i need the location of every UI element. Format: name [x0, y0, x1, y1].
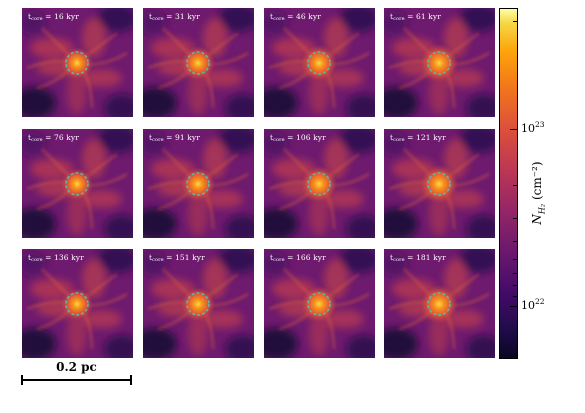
panel-time-label: tcore = 31 kyr [149, 12, 200, 22]
scale-bar-label: 0.2 pc [56, 360, 97, 374]
density-map-image [264, 249, 375, 358]
colorbar-minor-tick [513, 185, 517, 186]
density-map-image [264, 8, 375, 117]
panel-7: tcore = 106 kyr [264, 129, 375, 238]
panel-time-label: tcore = 121 kyr [390, 133, 446, 143]
colorbar-major-tick [510, 129, 517, 130]
scale-bar-end-right [130, 375, 132, 385]
panel-time-label: tcore = 61 kyr [390, 12, 441, 22]
density-map-image [22, 8, 133, 117]
density-map-image [22, 129, 133, 238]
panel-9: tcore = 136 kyr [22, 249, 133, 358]
panel-time-label: tcore = 106 kyr [270, 133, 326, 143]
panel-8: tcore = 121 kyr [384, 129, 495, 238]
panel-12: tcore = 181 kyr [384, 249, 495, 358]
panel-time-label: tcore = 76 kyr [28, 133, 79, 143]
colorbar-minor-tick [513, 296, 517, 297]
panel-time-label: tcore = 166 kyr [270, 253, 326, 263]
colorbar-title: NH₂ (cm⁻²) [530, 161, 547, 225]
density-map-image [384, 129, 495, 238]
panel-5: tcore = 76 kyr [22, 129, 133, 238]
density-map-image [143, 129, 254, 238]
density-map-image [384, 249, 495, 358]
scale-bar [22, 379, 131, 381]
panel-3: tcore = 46 kyr [264, 8, 375, 117]
density-map-image [143, 249, 254, 358]
panel-time-label: tcore = 16 kyr [28, 12, 79, 22]
panel-4: tcore = 61 kyr [384, 8, 495, 117]
colorbar-major-tick [510, 306, 517, 307]
density-map-image [264, 129, 375, 238]
panel-time-label: tcore = 136 kyr [28, 253, 84, 263]
panel-time-label: tcore = 46 kyr [270, 12, 321, 22]
panel-time-label: tcore = 181 kyr [390, 253, 446, 263]
panel-10: tcore = 151 kyr [143, 249, 254, 358]
panel-2: tcore = 31 kyr [143, 8, 254, 117]
colorbar-minor-tick [513, 273, 517, 274]
panel-6: tcore = 91 kyr [143, 129, 254, 238]
density-map-image [22, 249, 133, 358]
scale-bar-end-left [21, 375, 23, 385]
colorbar-minor-tick [513, 218, 517, 219]
colorbar-minor-tick [513, 21, 517, 22]
colorbar-tick-label: 1023 [521, 120, 545, 135]
colorbar [499, 8, 518, 359]
density-map-image [384, 8, 495, 117]
colorbar-tick-label: 1022 [521, 297, 545, 312]
panel-1: tcore = 16 kyr [22, 8, 133, 117]
panel-time-label: tcore = 91 kyr [149, 133, 200, 143]
colorbar-minor-tick [513, 241, 517, 242]
panel-11: tcore = 166 kyr [264, 249, 375, 358]
colorbar-minor-tick [513, 285, 517, 286]
density-map-image [143, 8, 254, 117]
colorbar-minor-tick [513, 259, 517, 260]
panel-time-label: tcore = 151 kyr [149, 253, 205, 263]
